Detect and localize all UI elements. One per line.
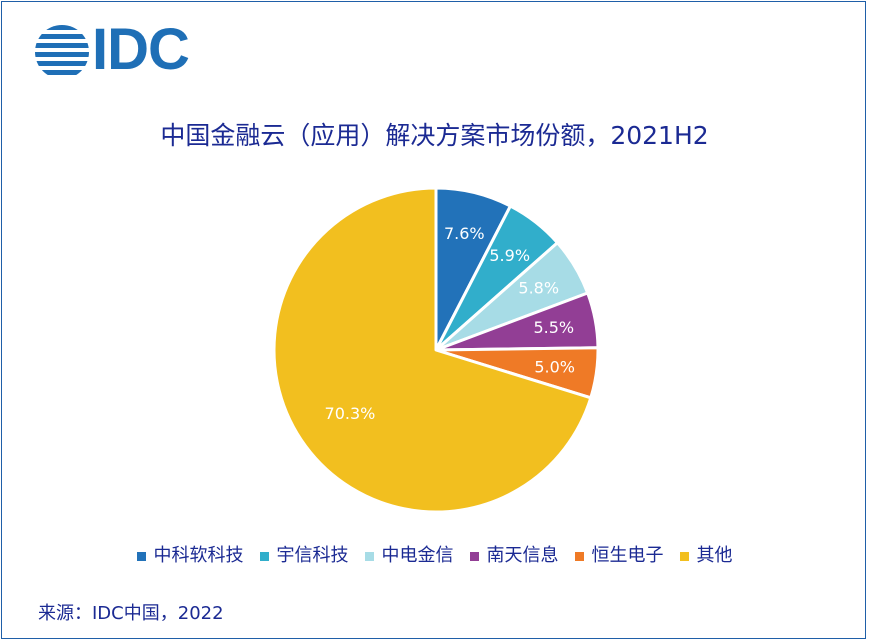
legend-swatch <box>259 551 269 561</box>
globe-icon <box>35 25 89 75</box>
pie-slice-6 <box>272 186 593 514</box>
legend-label: 南天信息 <box>486 545 559 566</box>
idc-logo: IDC <box>34 18 214 82</box>
legend-label: 恒生电子 <box>591 545 664 566</box>
legend-item-3: 中电金信 <box>364 543 454 569</box>
legend-label: 中科软科技 <box>153 545 244 566</box>
data-label-3: 5.8% <box>518 279 559 298</box>
data-label-5: 5.0% <box>534 358 575 377</box>
legend-swatch <box>574 551 584 561</box>
legend-label: 中电金信 <box>381 545 454 566</box>
legend-item-6: 其他 <box>679 543 733 569</box>
data-label-6: 70.3% <box>325 404 376 423</box>
legend: 中科软科技 宇信科技 中电金信 南天信息 恒生电子 其他 <box>0 543 869 569</box>
legend-item-5: 恒生电子 <box>574 543 664 569</box>
logo-text: IDC <box>92 17 190 82</box>
legend-item-1: 中科软科技 <box>136 543 244 569</box>
legend-swatch <box>136 551 146 561</box>
chart-title: 中国金融云（应用）解决方案市场份额，2021H2 <box>160 121 709 150</box>
legend-item-4: 南天信息 <box>469 543 559 569</box>
data-label-2: 5.9% <box>489 246 530 265</box>
legend-swatch <box>364 551 374 561</box>
source-note: 来源：IDC中国，2022 <box>38 603 224 624</box>
data-label-1: 7.6% <box>444 224 485 243</box>
legend-swatch <box>679 551 689 561</box>
legend-label: 其他 <box>696 545 733 566</box>
legend-item-2: 宇信科技 <box>259 543 349 569</box>
legend-label: 宇信科技 <box>276 545 349 566</box>
data-label-4: 5.5% <box>533 318 574 337</box>
legend-swatch <box>469 551 479 561</box>
